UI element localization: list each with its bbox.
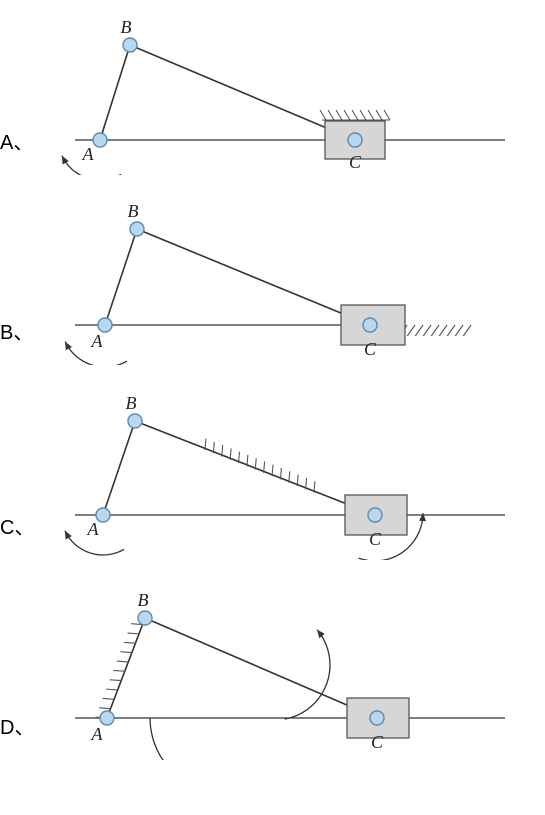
options-container: A、 A B C B、 A B C C、 A B C D、 A B C <box>0 0 545 760</box>
diagram-B: A B C <box>45 185 545 365</box>
svg-text:C: C <box>369 529 382 549</box>
option-D: D、 A B C <box>0 570 545 760</box>
svg-text:B: B <box>128 201 139 221</box>
svg-text:B: B <box>126 393 137 413</box>
svg-text:B: B <box>138 590 149 610</box>
option-A: A、 A B C <box>0 0 545 175</box>
diagram-C: A B C <box>45 375 545 560</box>
option-label-B: B、 <box>0 316 45 365</box>
option-C: C、 A B C <box>0 375 545 560</box>
svg-text:C: C <box>349 152 362 172</box>
svg-text:A: A <box>91 724 104 744</box>
option-label-A: A、 <box>0 126 45 175</box>
svg-text:C: C <box>371 732 384 752</box>
option-label-C: C、 <box>0 511 45 560</box>
svg-text:B: B <box>121 17 132 37</box>
diagram-A: A B C <box>45 0 545 175</box>
diagram-D: A B C <box>45 570 545 760</box>
svg-text:A: A <box>82 144 95 164</box>
option-label-D: D、 <box>0 711 45 760</box>
svg-text:A: A <box>87 519 100 539</box>
svg-text:A: A <box>91 331 104 351</box>
svg-text:C: C <box>364 339 377 359</box>
option-B: B、 A B C <box>0 185 545 365</box>
